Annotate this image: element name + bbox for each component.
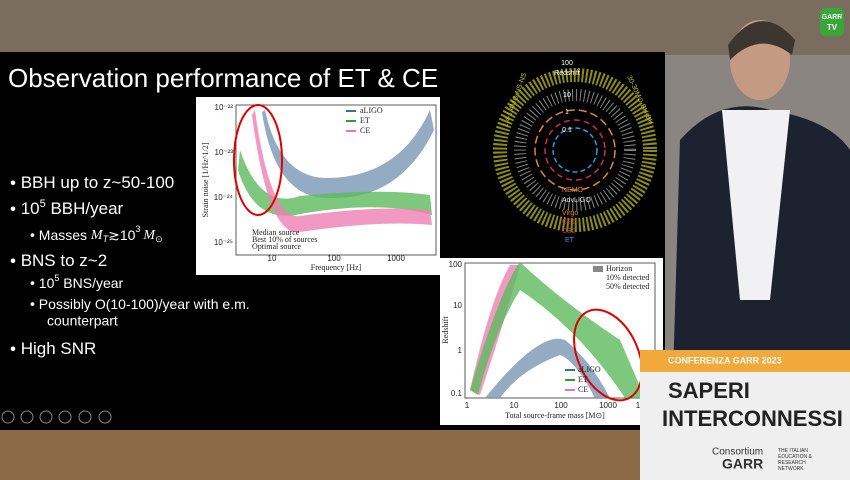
sup: 3 xyxy=(135,224,140,234)
detector-label: NEMO xyxy=(562,187,584,194)
zoom-button[interactable] xyxy=(78,410,92,424)
bullets: • BBH up to z~50-100 • 105 BBH/year • Ma… xyxy=(10,173,250,358)
slide-title: Observation performance of ET & CE xyxy=(8,63,438,93)
noise-plot: Strain noise [1/Hz^1/2] Frequency [Hz] 1… xyxy=(196,97,440,275)
sub-bullet: • Possibly O(10-100)/year with e.m. xyxy=(30,296,250,312)
slides-button[interactable] xyxy=(58,410,72,424)
legend-entry: CE xyxy=(360,126,370,135)
x-label: Frequency [Hz] xyxy=(311,263,362,272)
text: BBH up to z~50-100 xyxy=(21,173,175,192)
text: 10 xyxy=(21,199,40,218)
legend-entry: Horizon xyxy=(606,264,632,273)
bullet: • High SNR xyxy=(10,339,96,358)
more-button[interactable] xyxy=(98,410,112,424)
sup: 5 xyxy=(40,198,46,210)
legend-entry: Optimal source xyxy=(252,242,302,251)
x-tick: 1 xyxy=(465,401,470,410)
detector-label: AdvLIGO xyxy=(562,197,591,204)
x-tick: 10 xyxy=(268,254,277,263)
logo-text: TV xyxy=(827,23,838,32)
legend-entry: CE xyxy=(578,385,588,394)
network-box: THE ITALIAN EDUCATION & RESEARCH NETWORK xyxy=(778,448,812,472)
wall xyxy=(0,0,850,55)
legend-entry: ET xyxy=(360,116,370,125)
bullet: • BNS to z~2 xyxy=(10,251,107,270)
y-label: Strain noise [1/Hz^1/2] xyxy=(201,142,210,217)
ring-label: 10 xyxy=(563,92,571,99)
ring-label: 100 xyxy=(561,60,573,67)
text: High SNR xyxy=(21,339,97,358)
player-controls xyxy=(1,410,112,424)
y-tick: 10⁻²⁴ xyxy=(214,193,234,202)
sub-bullet: • 105 BNS/year xyxy=(30,273,124,290)
text: BBH/year xyxy=(46,199,124,218)
org-name: GARR xyxy=(722,456,763,472)
detector-label: CE1 xyxy=(562,219,576,226)
banner: CONFERENZA GARR 2023 SAPERI INTERCONNESS… xyxy=(640,350,850,480)
conference-name: CONFERENZA GARR 2023 xyxy=(668,355,782,365)
y-tick: 10 xyxy=(453,301,462,310)
ring-label: Redshift xyxy=(554,70,580,77)
network: THE ITALIAN EDUCATION & RESEARCH NETWORK xyxy=(778,448,812,472)
sub-bullet-cont: counterpart xyxy=(47,313,118,329)
text: 10 xyxy=(39,275,55,291)
text: Masses xyxy=(39,227,91,243)
x-tick: 10 xyxy=(510,401,519,410)
bullet: • BBH up to z~50-100 xyxy=(10,173,174,192)
y-tick: 0.1 xyxy=(451,389,463,398)
next-button[interactable] xyxy=(20,410,34,424)
logo-text: GARR xyxy=(822,14,843,21)
x-label: Total source-frame mass [M⊙] xyxy=(505,411,605,420)
x-tick: 1000 xyxy=(599,401,617,410)
text: ≳10 xyxy=(108,227,136,243)
x-tick: 100 xyxy=(554,401,568,410)
x-tick: 100 xyxy=(327,254,341,263)
legend-entry: 10% detected xyxy=(606,273,649,282)
y-label: Redshift xyxy=(441,316,450,344)
text: BNS/year xyxy=(59,275,123,291)
y-tick: 100 xyxy=(449,260,463,269)
text: BNS to z~2 xyxy=(21,251,107,270)
detector-label: Virgo xyxy=(562,210,578,217)
legend-entry: Median source xyxy=(252,228,300,237)
y-tick: 1 xyxy=(458,346,463,355)
y-tick: 10⁻²³ xyxy=(215,148,234,157)
pen-button[interactable] xyxy=(39,410,53,424)
detector-label: ET xyxy=(565,237,575,244)
text: Possibly O(10-100)/year with e.m. xyxy=(39,296,250,312)
legend-entry: 50% detected xyxy=(606,282,649,291)
logo: GARR TV xyxy=(820,8,844,36)
ring-label: 0.1 xyxy=(562,127,572,134)
legend-entry: aLIGO xyxy=(360,106,383,115)
unit: M xyxy=(142,228,156,243)
banner-line: SAPERI xyxy=(668,378,750,403)
sub: ⊙ xyxy=(155,234,163,244)
sup: 5 xyxy=(54,273,59,283)
horizon-plot: Redshift Total source-frame mass [M⊙] 10… xyxy=(440,258,663,425)
banner-line: INTERCONNESSI xyxy=(662,406,843,431)
sub-bullet: • Masses MT≳103 M⊙ xyxy=(30,224,163,244)
sub: T xyxy=(103,234,110,244)
consortium: Consortium xyxy=(712,447,763,458)
prev-button[interactable] xyxy=(1,410,15,424)
legend-entry: aLIGO xyxy=(578,365,601,374)
legend-entry: Best 10% of sources xyxy=(252,235,318,244)
y-tick: 10⁻²⁵ xyxy=(214,238,233,247)
x-tick: 1000 xyxy=(387,254,405,263)
ring-label: 1 xyxy=(565,109,569,116)
bullet: • 105 BBH/year xyxy=(10,198,124,219)
detector-label: CE2 xyxy=(562,228,576,235)
y-tick: 10⁻²² xyxy=(215,103,234,112)
legend-entry: ET xyxy=(578,375,588,384)
symbol: M xyxy=(90,228,104,243)
